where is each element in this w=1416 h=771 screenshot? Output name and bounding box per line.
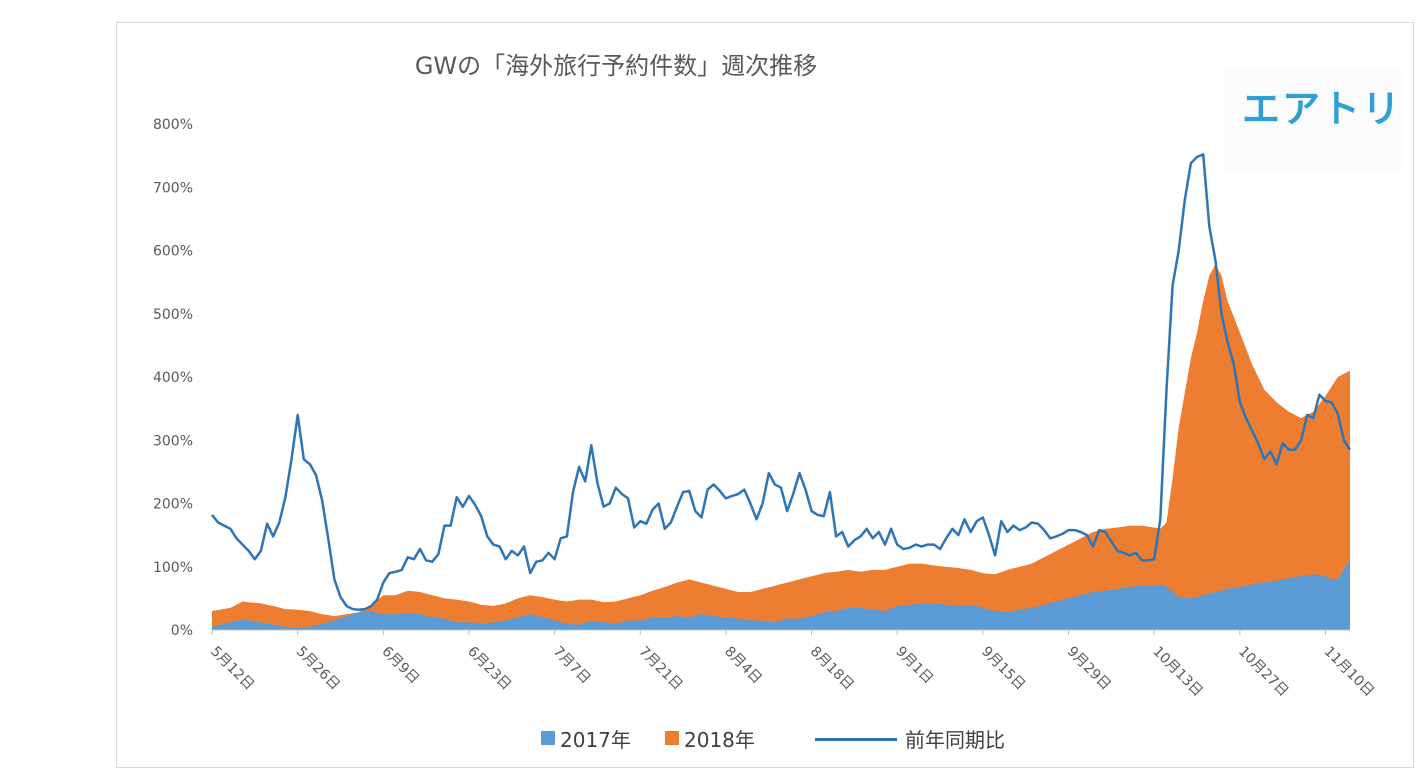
x-tick-label: 10月13日 — [1149, 644, 1205, 700]
x-tick-label: 5月12日 — [207, 644, 257, 694]
x-tick-label: 11月10日 — [1321, 644, 1377, 700]
y-tick-label: 600% — [153, 244, 193, 260]
brand-logo: エアトリ — [1224, 70, 1404, 170]
legend-swatch-2017 — [541, 731, 555, 745]
logo-text: エアトリ — [1242, 87, 1403, 131]
legend-label-2017: 2017年 — [560, 728, 631, 752]
legend-line-ratio — [815, 738, 897, 741]
y-tick-label: 0% — [171, 623, 193, 639]
line-yoy-ratio — [211, 153, 1352, 612]
chart-title: GWの「海外旅行予約件数」週次推移 — [414, 52, 818, 80]
x-tick-label: 8月18日 — [807, 644, 857, 694]
x-tick-label: 9月29日 — [1064, 644, 1114, 694]
x-tick-label: 5月26日 — [293, 644, 343, 694]
y-tick-label: 400% — [153, 370, 193, 386]
x-tick-label: 9月15日 — [978, 644, 1028, 694]
y-tick-label: 300% — [153, 433, 193, 449]
x-tick-label: 10月27日 — [1235, 644, 1291, 700]
y-tick-label: 200% — [153, 497, 193, 513]
x-tick-label: 8月4日 — [721, 644, 765, 688]
area-2017 — [212, 559, 1350, 630]
x-tick-label: 9月1日 — [892, 644, 936, 688]
x-tick-label: 7月7日 — [550, 644, 594, 688]
y-tick-label: 100% — [153, 560, 193, 576]
y-tick-label: 700% — [153, 180, 193, 196]
legend-swatch-2018 — [665, 731, 679, 745]
area-2018 — [212, 264, 1350, 630]
x-tick-label: 6月23日 — [464, 644, 514, 694]
x-tick-label: 7月21日 — [635, 644, 685, 694]
y-tick-label: 500% — [153, 307, 193, 323]
legend-label-2018: 2018年 — [684, 728, 755, 752]
x-tick-label: 6月9日 — [378, 644, 422, 688]
y-tick-label: 800% — [153, 117, 193, 133]
legend-label-ratio: 前年同期比 — [905, 728, 1005, 752]
